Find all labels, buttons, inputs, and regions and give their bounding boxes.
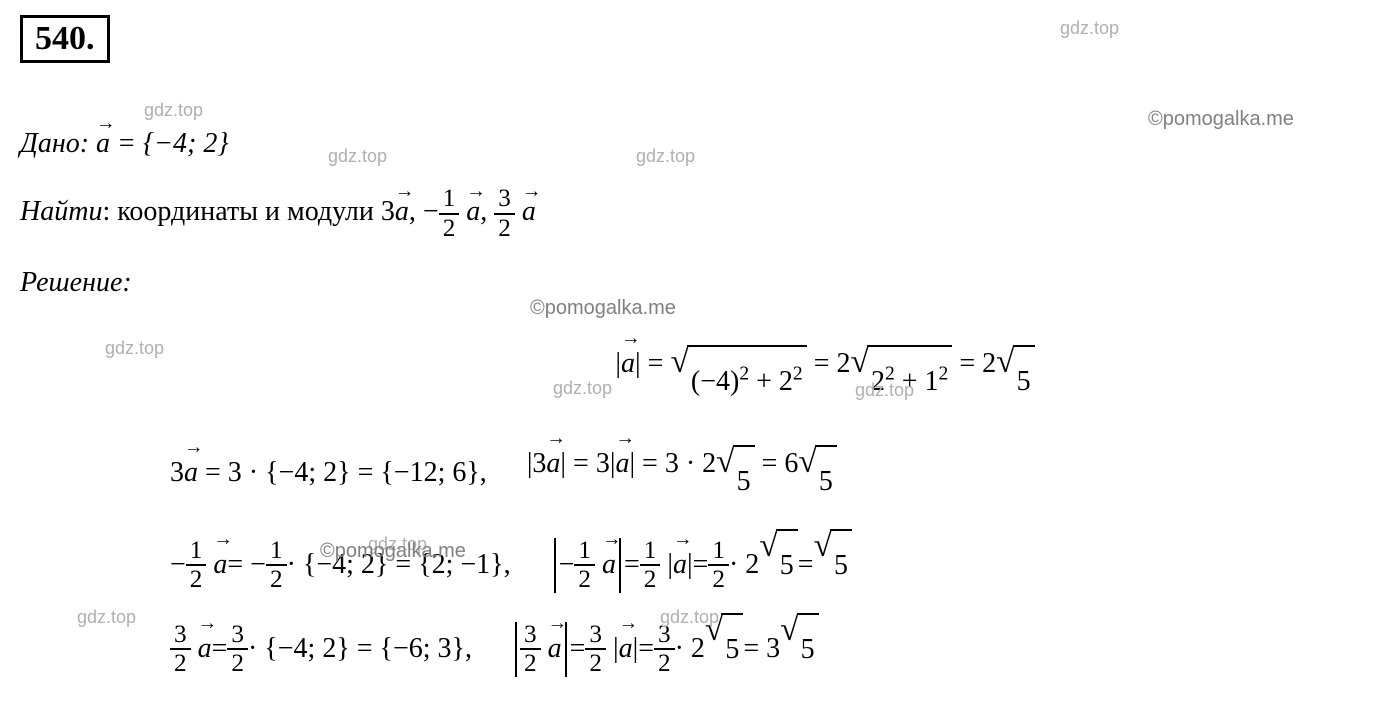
fraction: 12 (640, 537, 661, 594)
sqrt-icon: √5 (780, 613, 818, 685)
find-label: Найти (20, 196, 102, 227)
vector-a: a (548, 614, 562, 684)
fraction: 12 (186, 537, 207, 594)
sqrt-icon: √5 (814, 529, 852, 601)
equation-4-left: 32 a = 32 · {−4; 2} = {−6; 3}, (170, 614, 472, 684)
sqrt-icon: √(−4)2 + 22 (670, 345, 806, 417)
equation-block: |a| = √(−4)2 + 22 = 2√22 + 12 = 2√5 3a =… (170, 329, 1380, 685)
equation-2-left: 3a = 3 · {−4; 2} = {−12; 6}, (170, 438, 487, 508)
fraction: 12 (708, 537, 729, 594)
vector-a: a (466, 196, 480, 228)
vector-a: a (602, 530, 616, 600)
fraction: 32 (585, 621, 606, 678)
vector-a: a (395, 196, 409, 228)
given-colon: : (80, 128, 96, 159)
vector-a: a (184, 438, 198, 508)
vector-a: a (619, 614, 633, 684)
sqrt-icon: √5 (996, 345, 1034, 417)
watermark-gdz: gdz.top (77, 607, 136, 628)
find-text: : координаты и модули 3 (102, 196, 394, 227)
vector-a: a (546, 429, 560, 499)
equation-row-1: |a| = √(−4)2 + 22 = 2√22 + 12 = 2√5 (270, 329, 1380, 417)
vector-a: a (213, 530, 227, 600)
equation-row-4: 32 a = 32 · {−4; 2} = {−6; 3}, 32 a = 32… (170, 613, 1380, 685)
vector-a: a (198, 614, 212, 684)
problem-number-box: 540. (20, 15, 110, 63)
vector-a: a (615, 429, 629, 499)
problem-number: 540. (35, 20, 95, 57)
given-label: Дано (20, 128, 80, 159)
vector-a: a (621, 329, 635, 399)
watermark-gdz: gdz.top (105, 338, 164, 359)
given-value: = {−4; 2} (110, 128, 229, 159)
sqrt-icon: √5 (705, 613, 743, 685)
equation-3-right: −12 a = 12 |a| = 12 · 2√5 = √5 (551, 529, 852, 601)
abs-icon: −12 a (551, 530, 624, 600)
watermark-gdz: gdz.top (1060, 18, 1119, 39)
fraction-3-2: 32 (494, 185, 515, 242)
fraction: 12 (266, 537, 287, 594)
sqrt-icon: √5 (798, 445, 836, 517)
vector-a: a (96, 128, 110, 160)
fraction: 32 (170, 621, 191, 678)
sqrt-icon: √5 (716, 445, 754, 517)
fraction: 32 (654, 621, 675, 678)
fraction: 32 (227, 621, 248, 678)
sqrt-icon: √5 (759, 529, 797, 601)
fraction-half: 12 (439, 185, 460, 242)
abs-icon: 32 a (512, 614, 570, 684)
sqrt-icon: √22 + 12 (851, 345, 953, 417)
solution-label-line: Решение: (20, 267, 1380, 299)
equation-row-2: 3a = 3 · {−4; 2} = {−12; 6}, |3a| = 3|a|… (170, 429, 1380, 517)
vector-a: a (673, 530, 687, 600)
equation-3-left: −12 a = −12 · {−4; 2} = {2; −1}, (170, 530, 511, 600)
equation-1: |a| = √(−4)2 + 22 = 2√22 + 12 = 2√5 (615, 329, 1034, 417)
fraction: 12 (574, 537, 595, 594)
equation-2-right: |3a| = 3|a| = 3 · 2√5 = 6√5 (527, 429, 837, 517)
given-line: Дано: a = {−4; 2} (20, 128, 1380, 160)
vector-a: a (522, 196, 536, 228)
watermark-gdz: gdz.top (144, 100, 203, 121)
find-line: Найти: координаты и модули 3a, −12 a, 32… (20, 185, 1380, 242)
equation-row-3: −12 a = −12 · {−4; 2} = {2; −1}, −12 a =… (170, 529, 1380, 601)
solution-label: Решение (20, 267, 122, 298)
fraction: 32 (520, 621, 541, 678)
colon: : (122, 267, 131, 298)
watermark-pomogalka: ©pomogalka.me (530, 297, 676, 320)
equation-4-right: 32 a = 32 |a| = 32 · 2√5 = 3√5 (512, 613, 819, 685)
